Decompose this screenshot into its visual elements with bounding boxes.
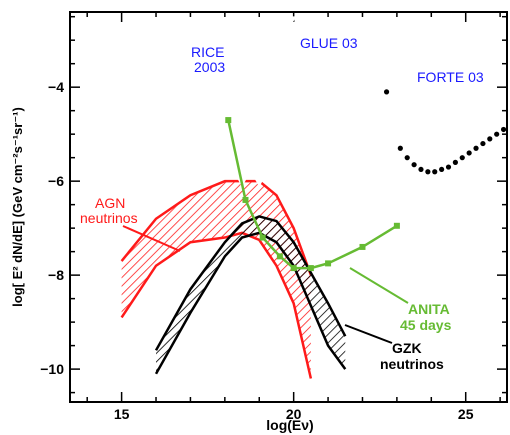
x-tick-label: 20 xyxy=(286,406,302,422)
y-tick-label: −8 xyxy=(48,267,64,283)
glue-marker xyxy=(370,138,383,150)
agn-label-line2: neutrinos xyxy=(80,210,138,226)
forte-marker xyxy=(397,145,403,151)
rice-marker xyxy=(184,96,197,108)
glue-marker xyxy=(328,124,341,136)
forte-marker xyxy=(383,89,390,95)
anita-marker xyxy=(225,117,232,124)
glue-marker xyxy=(411,138,424,150)
rice-marker xyxy=(253,176,266,188)
anita-marker xyxy=(307,265,314,272)
agn-label-line1: AGN xyxy=(95,195,125,211)
rice-marker xyxy=(218,162,231,174)
rice-marker xyxy=(304,162,317,174)
y-tick-label: −4 xyxy=(48,79,64,95)
glue-label: GLUE 03 xyxy=(300,35,358,51)
forte-marker xyxy=(487,136,493,142)
forte-marker xyxy=(459,155,465,161)
forte-marker xyxy=(432,169,438,175)
x-axis-label: log(Eν) xyxy=(266,417,313,433)
anita-marker xyxy=(325,260,332,267)
anita-marker xyxy=(259,234,266,241)
agn-pointer xyxy=(122,225,181,252)
rice-marker xyxy=(270,171,283,183)
glue-marker xyxy=(284,16,297,28)
forte-marker xyxy=(439,166,445,173)
x-tick-label: 25 xyxy=(458,406,474,422)
series-lines xyxy=(170,16,507,272)
x-tick-label: 15 xyxy=(114,406,130,422)
glue-marker xyxy=(342,129,355,141)
y-axis-label: log[ E² dN/dE] (GeV cm⁻²s⁻¹sr⁻¹) xyxy=(10,107,25,307)
anita-marker xyxy=(290,265,297,272)
gzk-label-line1: GZK xyxy=(392,340,422,356)
anita-marker xyxy=(393,222,400,229)
rice-line xyxy=(177,64,328,181)
forte-marker xyxy=(500,126,507,133)
anita-label-line2: 45 days xyxy=(400,317,452,333)
gzk-pointer xyxy=(344,324,393,344)
forte-marker xyxy=(480,140,486,147)
anita-marker xyxy=(276,253,283,260)
gzk-band-fill xyxy=(156,216,346,374)
anita-pointer xyxy=(349,267,409,304)
forte-marker xyxy=(445,164,452,170)
bands xyxy=(120,179,347,379)
y-tick-label: −10 xyxy=(40,361,64,377)
rice-marker xyxy=(201,143,214,155)
rice-marker xyxy=(322,152,335,164)
gzk-band-upper xyxy=(154,215,347,351)
forte-marker xyxy=(452,159,458,165)
glue-marker xyxy=(397,138,410,150)
forte-marker xyxy=(494,131,500,137)
anita-marker xyxy=(242,196,249,203)
rice-label-line2: 2003 xyxy=(194,59,225,75)
rice-marker xyxy=(287,166,300,178)
glue-marker xyxy=(384,138,397,150)
plot-frame xyxy=(69,11,508,403)
gzk-label-line2: neutrinos xyxy=(380,356,444,372)
forte-marker xyxy=(425,169,431,175)
forte-line xyxy=(387,92,504,172)
forte-label: FORTE 03 xyxy=(417,69,484,85)
axis-ticks: 15 20 25 −10 −8 −6 −4 xyxy=(40,12,507,422)
anita-label-line1: ANITA xyxy=(408,301,450,317)
forte-marker xyxy=(473,145,479,151)
y-tick-label: −6 xyxy=(48,173,64,189)
forte-marker xyxy=(466,150,472,156)
glue-marker xyxy=(304,91,317,103)
glue-marker xyxy=(294,53,307,65)
forte-marker xyxy=(404,155,410,161)
rice-marker xyxy=(170,58,183,70)
glue-marker xyxy=(315,115,328,127)
anita-marker xyxy=(359,243,366,250)
glue-marker xyxy=(356,133,369,145)
forte-marker xyxy=(418,166,424,173)
forte-marker xyxy=(411,162,417,168)
rice-label-line1: RICE xyxy=(191,44,224,60)
